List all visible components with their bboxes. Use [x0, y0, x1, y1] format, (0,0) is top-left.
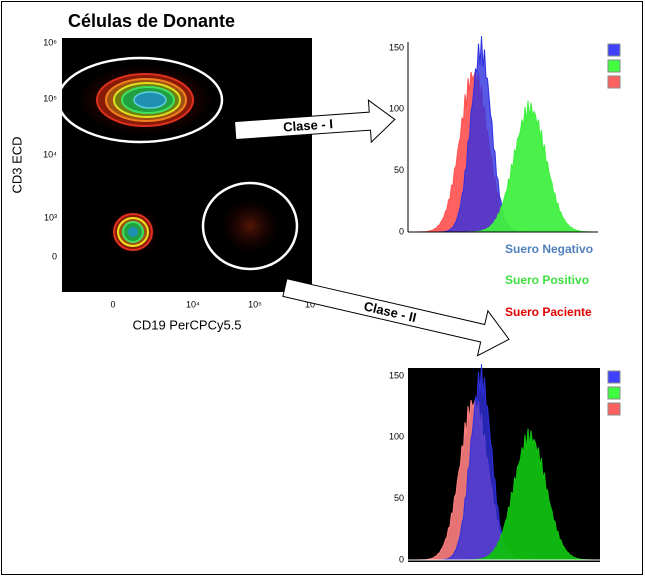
arrow-label: Clase - I: [283, 116, 334, 134]
x-tick-label: 10⁴: [186, 299, 200, 309]
arrow: Clase - I: [234, 99, 396, 144]
y-tick-label: 0: [52, 251, 57, 261]
histogram-plot: [408, 42, 598, 232]
y-tick-label: 100: [389, 432, 404, 442]
legend-swatch: [607, 402, 621, 416]
y-tick-label: 10⁵: [43, 93, 57, 103]
gate: [201, 181, 299, 271]
y-tick-label: 10³: [44, 212, 57, 222]
y-tick-label: 50: [394, 493, 404, 503]
legend-label: Suero Paciente: [505, 305, 592, 319]
legend-swatch: [607, 43, 621, 57]
y-axis-label: CD3 ECD: [9, 136, 24, 193]
gate: [56, 56, 224, 144]
population: [220, 198, 280, 254]
y-tick-label: 10⁴: [43, 149, 57, 159]
y-tick-label: 10⁶: [43, 37, 57, 47]
arrow: Clase - II: [282, 278, 510, 357]
x-axis-label: CD19 PerCPCy5.5: [132, 317, 241, 332]
legend-label: Suero Positivo: [505, 273, 589, 287]
population: [107, 208, 159, 256]
legend-swatch: [607, 75, 621, 89]
y-tick-label: 0: [399, 226, 404, 236]
legend-swatch: [607, 386, 621, 400]
population: [75, 64, 215, 136]
x-tick-label: 0: [110, 299, 115, 309]
legend-swatch: [607, 370, 621, 384]
legend-swatch: [607, 59, 621, 73]
y-tick-label: 150: [389, 42, 404, 52]
x-tick-label: 10: [305, 299, 315, 309]
x-tick-label: 10⁵: [248, 299, 262, 309]
y-tick-label: 50: [394, 165, 404, 175]
y-tick-label: 0: [399, 554, 404, 564]
y-tick-label: 100: [389, 104, 404, 114]
legend-label: Suero Negativo: [505, 242, 593, 256]
title: Células de Donante: [68, 11, 235, 31]
y-tick-label: 150: [389, 370, 404, 380]
